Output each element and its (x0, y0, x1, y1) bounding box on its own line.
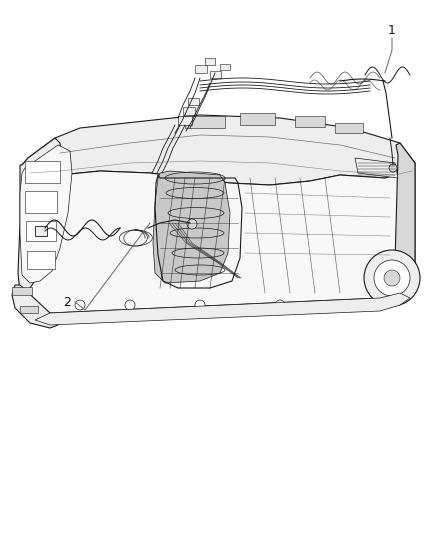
FancyBboxPatch shape (188, 98, 199, 105)
Polygon shape (18, 138, 62, 293)
Circle shape (187, 219, 197, 229)
Polygon shape (12, 285, 60, 328)
Polygon shape (20, 163, 415, 313)
FancyBboxPatch shape (210, 71, 221, 78)
Polygon shape (355, 158, 398, 178)
Circle shape (275, 300, 285, 310)
FancyBboxPatch shape (183, 107, 195, 115)
Circle shape (364, 250, 420, 306)
FancyBboxPatch shape (240, 113, 275, 125)
Text: 1: 1 (388, 23, 396, 36)
Circle shape (384, 270, 400, 286)
Circle shape (75, 300, 85, 310)
FancyBboxPatch shape (220, 64, 230, 70)
FancyBboxPatch shape (195, 65, 207, 73)
FancyBboxPatch shape (12, 287, 32, 295)
Polygon shape (22, 115, 415, 185)
FancyBboxPatch shape (205, 58, 215, 65)
Circle shape (345, 300, 355, 310)
FancyBboxPatch shape (178, 116, 192, 125)
FancyBboxPatch shape (25, 161, 60, 183)
FancyBboxPatch shape (25, 191, 57, 213)
FancyBboxPatch shape (185, 116, 225, 128)
Text: 2: 2 (63, 295, 71, 309)
FancyBboxPatch shape (26, 221, 56, 241)
Circle shape (389, 164, 397, 172)
FancyBboxPatch shape (335, 123, 363, 133)
FancyBboxPatch shape (35, 226, 47, 236)
Polygon shape (388, 143, 415, 293)
FancyBboxPatch shape (295, 116, 325, 127)
Circle shape (125, 300, 135, 310)
Polygon shape (35, 293, 410, 325)
Polygon shape (153, 171, 230, 283)
Circle shape (195, 300, 205, 310)
Polygon shape (20, 145, 72, 283)
FancyBboxPatch shape (27, 251, 55, 269)
Circle shape (374, 260, 410, 296)
FancyBboxPatch shape (20, 306, 38, 313)
